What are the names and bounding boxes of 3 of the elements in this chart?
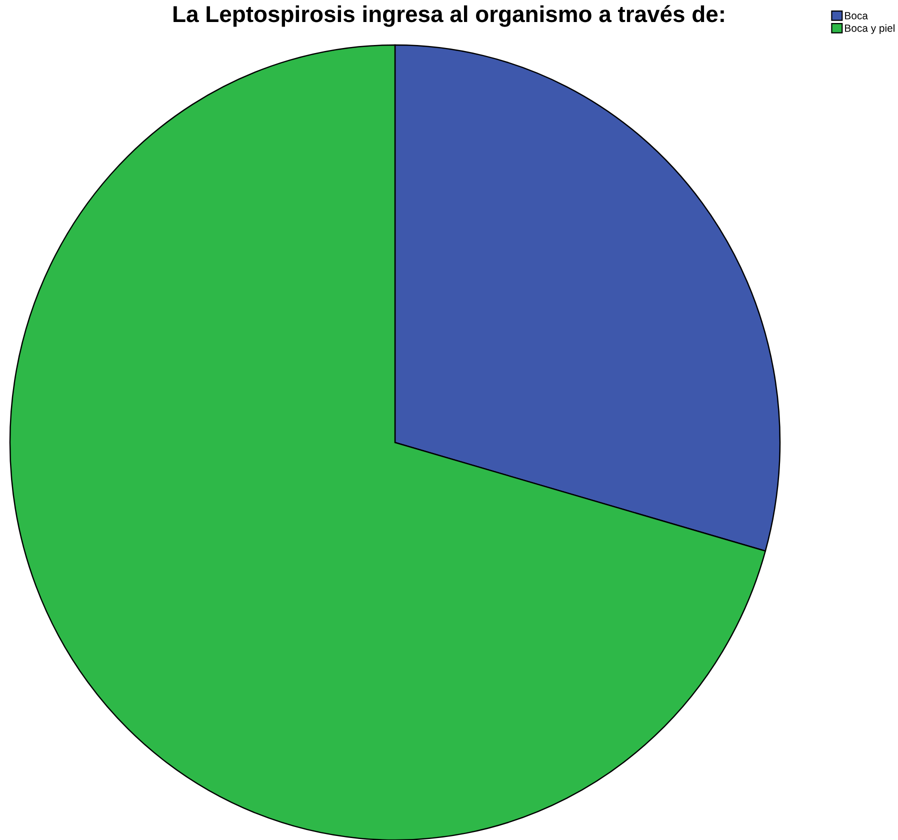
legend-label: Boca y piel [845,24,894,34]
chart-title: La Leptospirosis ingresa al organismo a través de: [174,5,724,27]
legend-label: Boca [845,12,868,20]
